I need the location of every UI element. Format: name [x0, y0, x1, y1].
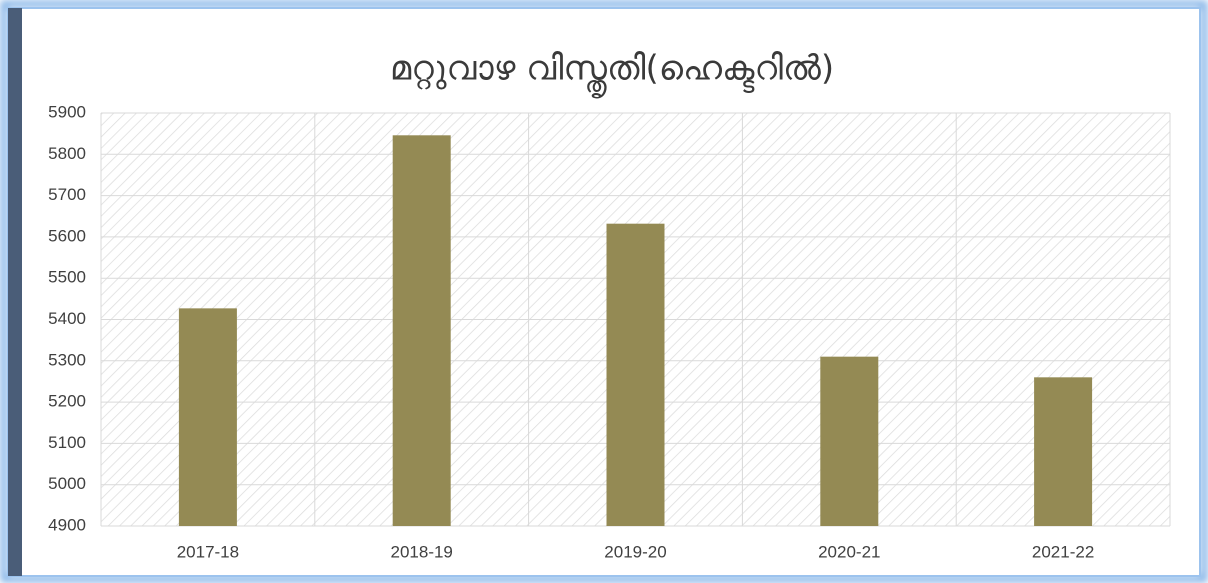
y-tick-label: 5300 [48, 350, 86, 369]
y-tick-label: 5100 [48, 433, 86, 452]
bar [178, 308, 237, 526]
bar [606, 223, 665, 526]
y-tick-label: 5200 [48, 392, 86, 411]
x-tick-label: 2018-19 [391, 542, 453, 561]
bar [820, 356, 879, 526]
x-tick-label: 2020-21 [818, 542, 880, 561]
y-tick-label: 5400 [48, 309, 86, 328]
y-tick-label: 5600 [48, 226, 86, 245]
y-tick-label: 5000 [48, 474, 86, 493]
y-tick-label: 5800 [48, 144, 86, 163]
y-tick-label: 5500 [48, 268, 86, 287]
y-tick-label: 4900 [48, 515, 86, 534]
side-bar [8, 8, 22, 576]
bar [1034, 377, 1093, 526]
x-tick-label: 2021-22 [1032, 542, 1094, 561]
y-tick-label: 5700 [48, 185, 86, 204]
y-tick-label: 5900 [48, 102, 86, 121]
x-tick-label: 2019-20 [604, 542, 666, 561]
bar [392, 135, 451, 526]
x-tick-label: 2017-18 [177, 542, 239, 561]
